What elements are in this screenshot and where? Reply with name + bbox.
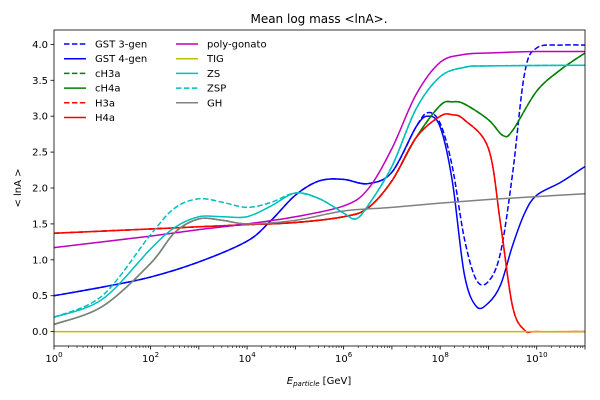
y-tick-label: 3.0 [32, 112, 48, 123]
x-tick-label: 100 [45, 351, 62, 365]
series-line-h4a [54, 113, 585, 334]
legend-label: GST 4-gen [95, 54, 147, 65]
legend-label: poly-gonato [207, 40, 267, 51]
y-axis-ticks: 0.0 0.5 1.0 1.5 2.0 2.5 3.0 3.5 4.0 [32, 40, 54, 338]
y-tick-label: 1.0 [32, 255, 48, 266]
x-axis-label-unit: [GeV] [320, 376, 352, 387]
y-tick-label: 0.0 [32, 327, 48, 338]
y-axis-label: < lnA > [13, 168, 24, 207]
legend: GST 3-gen GST 4-gen cH3a cH4a H3a H4a poly-gon… [64, 40, 267, 124]
y-tick-label: 2.5 [32, 148, 48, 159]
y-tick-label: 4.0 [32, 40, 48, 51]
plot-area [54, 44, 585, 334]
x-axis-label-main: E [287, 376, 294, 387]
chart-title: Mean log mass <lnA>. [250, 12, 387, 26]
x-tick-label: 102 [142, 351, 159, 365]
y-tick-label: 0.5 [32, 291, 48, 302]
legend-item-gst-3-gen: GST 3-gen [64, 40, 147, 51]
x-axis-ticks: 100 102 104 106 108 1010 [45, 346, 586, 365]
series-line-gh [54, 193, 585, 326]
legend-label: cH4a [95, 84, 121, 95]
legend-label: H4a [95, 113, 115, 124]
legend-item-h3a: H3a [64, 98, 115, 109]
legend-label: H3a [95, 98, 115, 109]
legend-item-poly-gonato: poly-gonato [176, 40, 267, 51]
legend-label: ZS [207, 69, 220, 80]
series-line-ch4a [54, 52, 585, 326]
legend-item-gst-4-gen: GST 4-gen [64, 54, 147, 65]
x-tick-label: 104 [238, 351, 256, 365]
legend-label: cH3a [95, 69, 121, 80]
x-axis-label-sub: particle [292, 380, 319, 388]
legend-item-ch4a: cH4a [64, 84, 121, 95]
x-axis-label: Eparticle [GeV] [287, 376, 352, 388]
legend-label: TIG [206, 54, 224, 65]
y-tick-label: 2.0 [32, 184, 48, 195]
y-tick-label: 1.5 [32, 219, 48, 230]
series-line-poly-gonato [54, 50, 585, 249]
series-line-ch3a [54, 52, 585, 234]
plot-frame [53, 29, 586, 347]
legend-item-ch3a: cH3a [64, 69, 121, 80]
legend-label: ZSP [207, 84, 226, 95]
legend-label: GH [207, 98, 222, 109]
series-line-gst-4-gen [54, 115, 585, 310]
legend-label: GST 3-gen [95, 40, 147, 51]
legend-item-zsp: ZSP [176, 84, 226, 95]
legend-item-zs: ZS [176, 69, 220, 80]
legend-item-gh: GH [176, 98, 222, 109]
x-tick-label: 106 [335, 351, 353, 365]
y-tick-label: 3.5 [32, 76, 48, 87]
legend-item-tig: TIG [176, 54, 224, 65]
x-tick-label: 1010 [526, 351, 548, 365]
series-line-zsp [54, 64, 585, 318]
x-tick-label: 108 [432, 351, 449, 365]
legend-item-h4a: H4a [64, 113, 115, 124]
